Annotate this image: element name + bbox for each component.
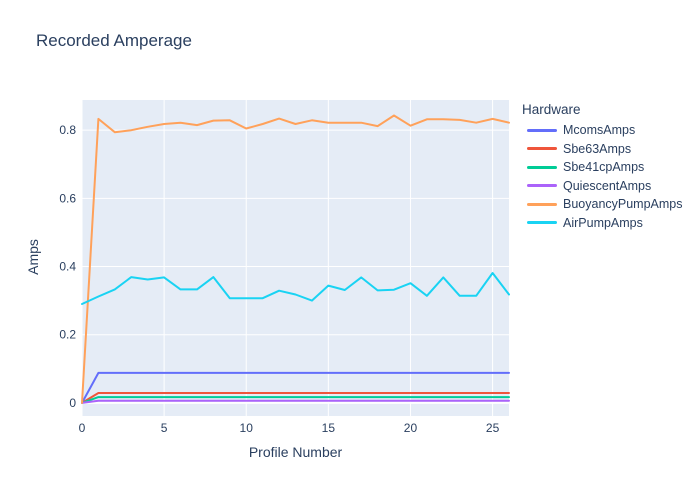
x-tick-label: 5 bbox=[161, 421, 168, 435]
legend-line-swatch bbox=[527, 165, 557, 169]
legend-item-label: AirPumpAmps bbox=[563, 215, 643, 230]
legend-item-label: BuoyancyPumpAmps bbox=[563, 197, 683, 212]
legend-line-swatch bbox=[527, 147, 557, 151]
legend-line-swatch bbox=[527, 128, 557, 132]
legend-item-label: QuiescentAmps bbox=[563, 178, 652, 193]
legend-item-Sbe63Amps[interactable]: Sbe63Amps bbox=[527, 140, 683, 159]
y-tick-label: 0.8 bbox=[59, 123, 76, 137]
x-tick-label: 15 bbox=[322, 421, 336, 435]
legend-item-label: Sbe41cpAmps bbox=[563, 160, 645, 175]
legend-line-swatch bbox=[527, 202, 557, 206]
legend-item-QuiescentAmps[interactable]: QuiescentAmps bbox=[527, 177, 683, 196]
series-line-Sbe63Amps[interactable] bbox=[81, 392, 510, 404]
legend-item-Sbe41cpAmps[interactable]: Sbe41cpAmps bbox=[527, 158, 683, 177]
series-line-BuoyancyPumpAmps[interactable] bbox=[81, 114, 510, 404]
legend-line-swatch bbox=[527, 221, 557, 225]
series-line-Sbe41cpAmps[interactable] bbox=[81, 396, 510, 404]
legend-item-BuoyancyPumpAmps[interactable]: BuoyancyPumpAmps bbox=[527, 195, 683, 214]
x-tick-label: 20 bbox=[404, 421, 418, 435]
x-axis-title: Profile Number bbox=[248, 444, 343, 460]
x-tick-label: 25 bbox=[486, 421, 500, 435]
y-tick-label: 0 bbox=[69, 396, 76, 410]
legend-line-swatch bbox=[527, 184, 557, 188]
legend-title: Hardware bbox=[522, 102, 581, 117]
series-line-McomsAmps[interactable] bbox=[81, 371, 510, 404]
y-tick-label: 0.6 bbox=[59, 191, 76, 205]
legend-item-McomsAmps[interactable]: McomsAmps bbox=[527, 121, 683, 140]
legend-item-label: McomsAmps bbox=[563, 123, 636, 138]
y-tick-label: 0.4 bbox=[59, 260, 76, 274]
legend-item-AirPumpAmps[interactable]: AirPumpAmps bbox=[527, 214, 683, 233]
y-axis-title: Amps bbox=[25, 239, 41, 275]
plot-area[interactable] bbox=[82, 100, 509, 416]
series-line-QuiescentAmps[interactable] bbox=[81, 399, 510, 404]
legend-item-label: Sbe63Amps bbox=[563, 141, 632, 156]
x-tick-label: 0 bbox=[79, 421, 86, 435]
y-tick-label: 0.2 bbox=[59, 328, 76, 342]
legend-items: McomsAmps Sbe63Amps Sbe41cpAmps QuiescentAm… bbox=[520, 121, 683, 232]
legend: Hardware McomsAmps Sbe63Amps Sbe41cpAmps Qu… bbox=[520, 102, 683, 232]
series-line-AirPumpAmps[interactable] bbox=[81, 272, 510, 305]
chart-title: Recorded Amperage bbox=[36, 31, 192, 50]
x-tick-label: 10 bbox=[240, 421, 254, 435]
